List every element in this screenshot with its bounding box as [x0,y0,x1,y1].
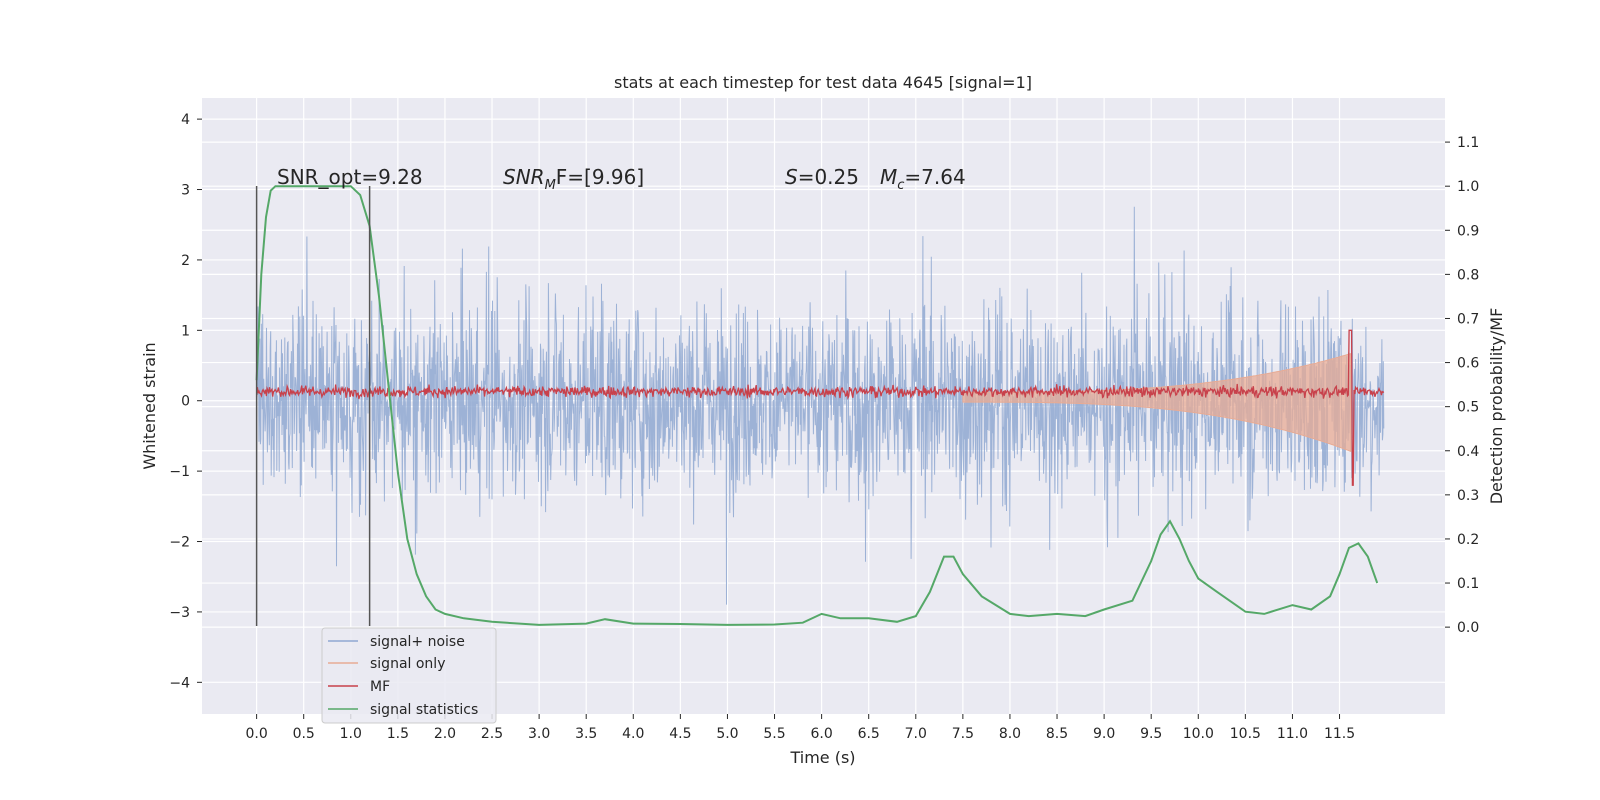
annotation-mc: Mc=7.64 [880,165,966,193]
snr-mf-subscript: M [545,178,556,193]
x-tick-label: 0.5 [293,726,315,742]
annotation-snr-mf: SNRMF=[9.96] [503,165,644,193]
left-axis-label: Whitened strain [140,342,159,469]
left-axis-ticks: 4 3 2 1 0 −1 −2 −3 −4 [169,112,202,691]
x-axis-ticks: 0.0 0.5 1.0 1.5 2.0 2.5 3.0 3.5 4.0 4.5 5.0 5.5 6.0 6… [245,714,1355,742]
legend-box [321,627,497,724]
right-y-tick-label: 0.8 [1457,267,1479,283]
annotation-snr-opt: SNR_opt=9.28 [277,165,423,189]
x-tick-label: 5.5 [763,726,785,742]
s-value: =0.25 [798,165,859,189]
series-mf [255,329,1385,486]
x-tick-label: 9.5 [1140,726,1162,742]
x-tick-label: 10.0 [1183,726,1214,742]
x-tick-label: 1.0 [340,726,362,742]
vertical-markers [255,186,371,626]
x-tick-label: 3.5 [575,726,597,742]
left-y-tick-label: −1 [169,464,190,480]
x-tick-label: 0.0 [245,726,267,742]
x-tick-label: 8.0 [999,726,1021,742]
x-tick-label: 1.5 [387,726,409,742]
x-tick-label: 2.0 [434,726,456,742]
right-y-tick-label: 1.0 [1457,179,1479,195]
right-y-tick-label: 1.1 [1457,135,1479,151]
legend-label-mf: MF [370,679,390,695]
left-y-tick-label: 1 [181,323,190,339]
x-tick-label: 7.5 [952,726,974,742]
legend-label-signal-statistics: signal statistics [370,702,478,718]
right-y-tick-label: 0.3 [1457,488,1479,504]
x-tick-label: 4.0 [622,726,644,742]
right-y-tick-label: 0.1 [1457,576,1479,592]
legend-label-signal-only: signal only [370,656,445,672]
right-y-tick-label: 0.6 [1457,356,1479,372]
right-y-tick-label: 0.2 [1457,532,1479,548]
right-y-tick-label: 0.7 [1457,311,1479,327]
left-y-tick-label: 2 [181,253,190,269]
legend: signal+ noise signal only MF signal stat… [321,627,497,724]
left-y-tick-label: 0 [181,394,190,410]
right-y-tick-label: 0.4 [1457,444,1479,460]
annotation-s: S=0.25 [785,165,859,189]
left-y-tick-label: 4 [181,112,190,128]
mc-label: M [880,165,897,189]
chart-title: stats at each timestep for test data 464… [614,73,1032,92]
series-signal-statistics [255,185,1379,626]
x-tick-label: 6.0 [810,726,832,742]
snr-mf-prefix: SNR [503,165,545,189]
legend-label-signal-noise: signal+ noise [370,634,465,650]
left-y-tick-label: 3 [181,183,190,199]
right-axis-ticks: 1.1 1.0 0.9 0.8 0.7 0.6 0.5 0.4 0.3 0.2 0.1 0.0 [1445,135,1479,636]
x-tick-label: 9.0 [1093,726,1115,742]
left-y-tick-label: −3 [169,605,190,621]
left-y-tick-label: −2 [169,535,190,551]
x-tick-label: 11.0 [1277,726,1308,742]
right-axis-label: Detection probability/MF [1487,308,1506,505]
x-axis-label: Time (s) [789,748,855,767]
x-tick-label: 2.5 [481,726,503,742]
right-y-tick-label: 0.5 [1457,400,1479,416]
snr-mf-suffix: F=[9.96] [556,165,644,189]
x-tick-label: 11.5 [1324,726,1355,742]
x-tick-label: 10.5 [1230,726,1261,742]
x-tick-label: 8.5 [1046,726,1068,742]
right-y-tick-label: 0.9 [1457,223,1479,239]
mc-value: =7.64 [904,165,965,189]
x-tick-label: 7.0 [905,726,927,742]
left-y-tick-label: −4 [169,675,190,691]
x-tick-label: 5.0 [716,726,738,742]
right-y-tick-label: 0.0 [1457,620,1479,636]
x-tick-label: 4.5 [669,726,691,742]
x-tick-label: 3.0 [528,726,550,742]
series-signal-noise [256,206,1385,605]
mc-subscript: c [897,178,904,193]
s-label: S [785,165,798,189]
x-tick-label: 6.5 [858,726,880,742]
series-layer [255,185,1385,626]
